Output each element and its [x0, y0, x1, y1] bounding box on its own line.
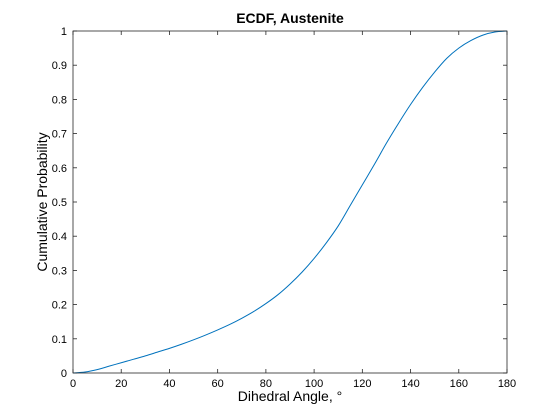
x-axis-label: Dihedral Angle, °: [238, 388, 342, 404]
x-tick-label: 20: [115, 378, 127, 390]
x-tick-label: 0: [70, 378, 76, 390]
y-tick-label: 0: [61, 368, 67, 380]
x-tick-label: 160: [450, 378, 468, 390]
y-tick-label: 0.1: [52, 334, 67, 346]
x-tick-label: 120: [353, 378, 371, 390]
x-tick-label: 140: [401, 378, 419, 390]
series-line: [72, 30, 508, 374]
y-tick-label: 0.3: [52, 265, 67, 277]
y-axis-label: Cumulative Probability: [34, 132, 50, 271]
y-tick-label: 0.2: [52, 300, 67, 312]
x-tick-label: 60: [212, 378, 224, 390]
plot-area: [73, 31, 507, 373]
plot-frame: [72, 30, 508, 374]
y-tick-label: 1: [61, 26, 67, 38]
y-tick-label: 0.9: [52, 60, 67, 72]
x-tick-label: 100: [305, 378, 323, 390]
y-tick-labels: 0 0.1 0.2 0.3 0.4 0.5 0.6 0.7 0.8 0.9 1: [52, 26, 67, 380]
x-tick-label: 40: [163, 378, 175, 390]
x-tick-labels: 0 20 40 60 80 100 120 140 160 180: [70, 378, 516, 390]
y-tick-label: 0.5: [52, 197, 67, 209]
chart-title: ECDF, Austenite: [236, 10, 344, 26]
x-tick-label: 80: [260, 378, 272, 390]
y-tick-label: 0.7: [52, 129, 67, 141]
x-tick-label: 180: [498, 378, 516, 390]
y-tick-label: 0.4: [52, 231, 67, 243]
y-tick-label: 0.8: [52, 94, 67, 106]
y-tick-label: 0.6: [52, 163, 67, 175]
